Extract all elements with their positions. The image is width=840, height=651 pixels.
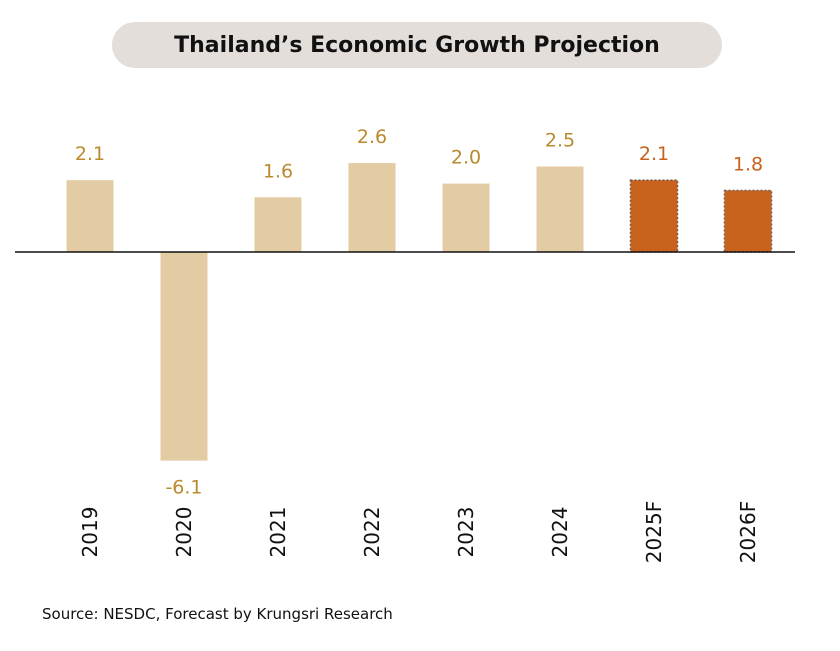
data-label: 1.8 [733, 153, 763, 175]
data-label: 2.0 [451, 147, 481, 169]
bar-2019 [66, 180, 114, 252]
x-tick-label: 2026F [736, 501, 760, 563]
bar-2020 [160, 252, 208, 461]
bar-2022 [348, 163, 396, 252]
data-label: 2.5 [545, 130, 575, 152]
x-tick-label: 2024 [548, 507, 572, 558]
x-tick-label: 2020 [172, 507, 196, 558]
bar-2021 [254, 197, 302, 252]
data-label: 1.6 [263, 160, 293, 182]
x-tick-label: 2023 [454, 507, 478, 558]
x-tick-label: 2021 [266, 507, 290, 558]
data-label: 2.1 [639, 143, 669, 165]
bar-2024 [536, 166, 584, 252]
data-label: 2.6 [357, 126, 387, 148]
x-tick-label: 2022 [360, 507, 384, 558]
bar-2025F [629, 179, 679, 253]
chart-title: Thailand’s Economic Growth Projection [112, 22, 722, 68]
x-tick-label: 2019 [78, 507, 102, 558]
bar-2023 [442, 183, 490, 252]
x-tick-label: 2025F [642, 501, 666, 563]
data-label: 2.1 [75, 143, 105, 165]
source-note: Source: NESDC, Forecast by Krungsri Rese… [42, 605, 393, 623]
data-label: -6.1 [165, 477, 202, 499]
bar-2026F [723, 189, 773, 253]
